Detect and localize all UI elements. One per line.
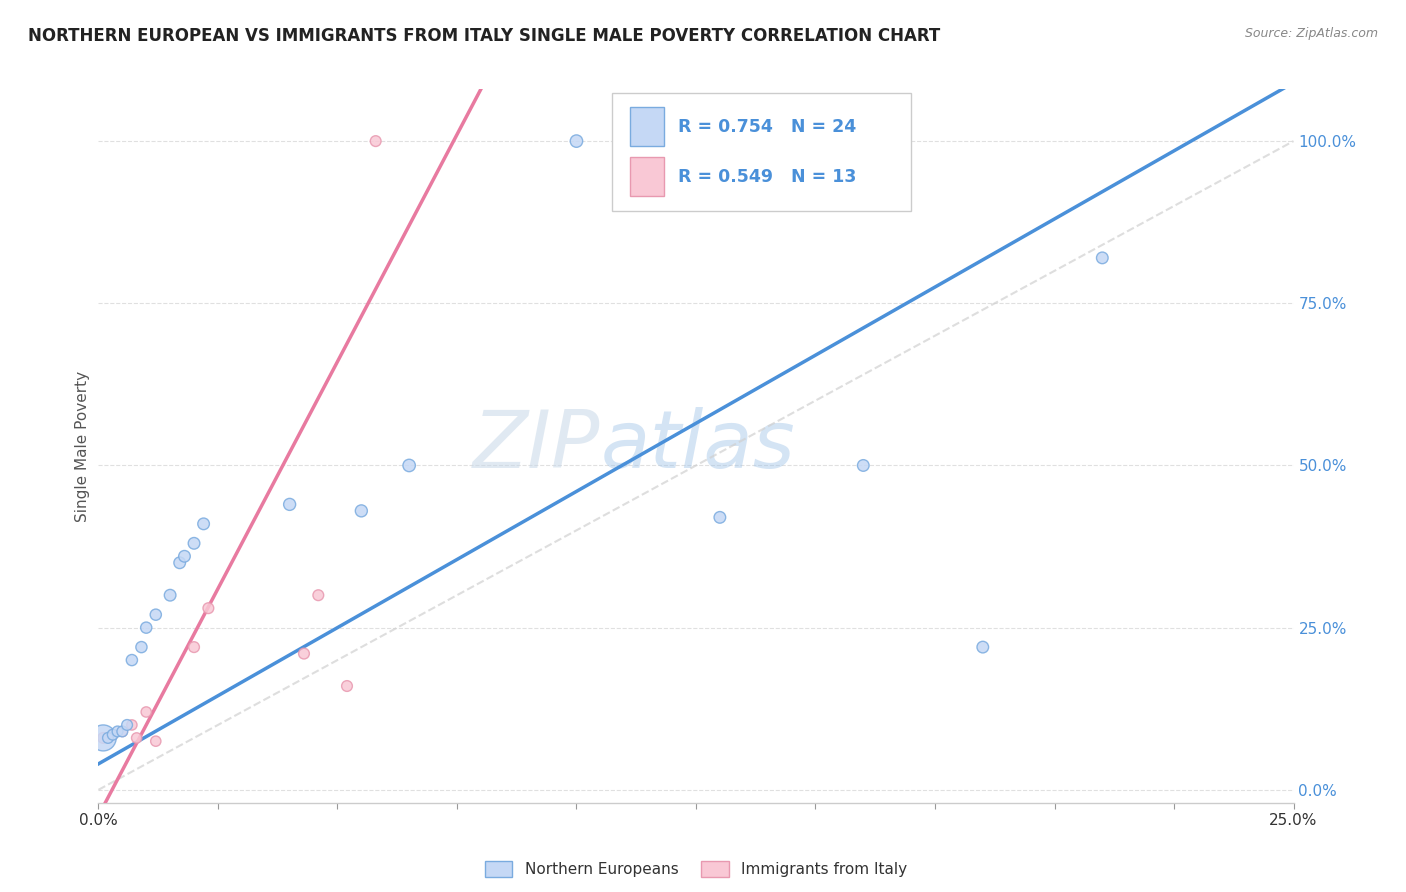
Point: [111, 724, 134, 739]
Point: [193, 516, 215, 531]
Text: ZIP: ZIP: [472, 407, 600, 485]
Point: [197, 601, 219, 615]
Point: [852, 458, 875, 473]
Y-axis label: Single Male Poverty: Single Male Poverty: [75, 370, 90, 522]
Point: [183, 640, 205, 654]
Point: [145, 607, 167, 622]
Point: [364, 134, 387, 148]
Point: [101, 728, 124, 742]
FancyBboxPatch shape: [613, 93, 911, 211]
Point: [91, 731, 114, 745]
Point: [972, 640, 994, 654]
Point: [169, 556, 191, 570]
Point: [111, 724, 134, 739]
Point: [91, 731, 114, 745]
FancyBboxPatch shape: [630, 157, 664, 196]
Text: Source: ZipAtlas.com: Source: ZipAtlas.com: [1244, 27, 1378, 40]
Point: [565, 134, 588, 148]
Text: R = 0.549   N = 13: R = 0.549 N = 13: [678, 168, 856, 186]
Text: atlas: atlas: [600, 407, 796, 485]
Point: [278, 497, 301, 511]
Point: [709, 510, 731, 524]
Point: [159, 588, 181, 602]
Point: [107, 724, 129, 739]
Point: [336, 679, 359, 693]
Point: [131, 640, 153, 654]
Legend: Northern Europeans, Immigrants from Italy: Northern Europeans, Immigrants from Ital…: [485, 862, 907, 877]
Text: R = 0.754   N = 24: R = 0.754 N = 24: [678, 118, 856, 136]
Point: [173, 549, 195, 564]
Point: [350, 504, 373, 518]
Point: [135, 621, 157, 635]
Point: [145, 734, 167, 748]
Point: [292, 647, 315, 661]
Point: [135, 705, 157, 719]
FancyBboxPatch shape: [630, 107, 664, 146]
Point: [183, 536, 205, 550]
Point: [97, 731, 120, 745]
Point: [307, 588, 329, 602]
Point: [1091, 251, 1114, 265]
Point: [121, 718, 143, 732]
Text: NORTHERN EUROPEAN VS IMMIGRANTS FROM ITALY SINGLE MALE POVERTY CORRELATION CHART: NORTHERN EUROPEAN VS IMMIGRANTS FROM ITA…: [28, 27, 941, 45]
Point: [101, 728, 124, 742]
Point: [125, 731, 148, 745]
Point: [613, 134, 636, 148]
Point: [121, 653, 143, 667]
Point: [398, 458, 420, 473]
Point: [115, 718, 138, 732]
